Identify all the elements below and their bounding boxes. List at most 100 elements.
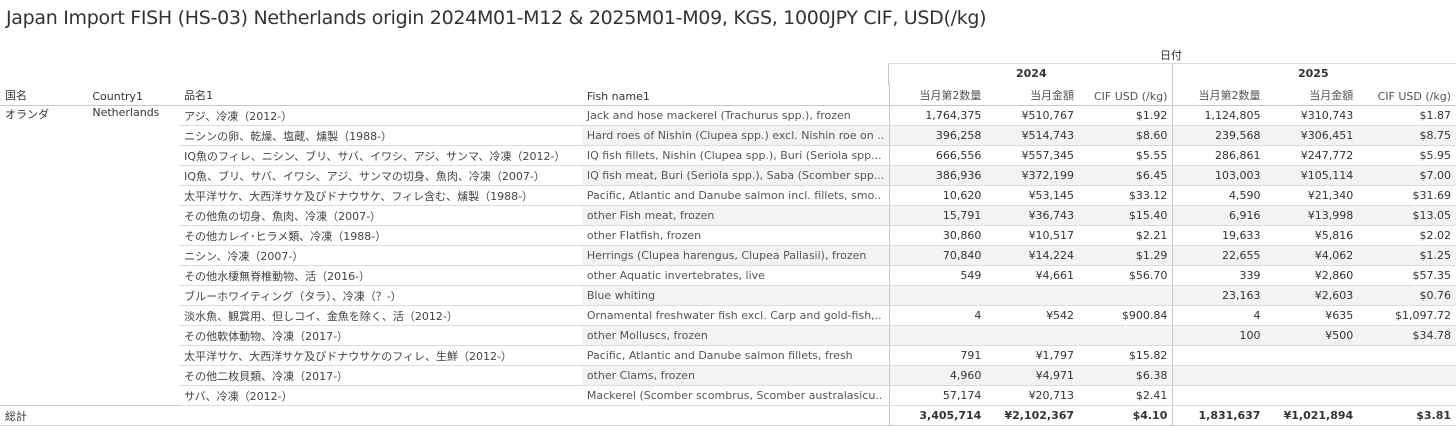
2025-qty-cell: 19,633 xyxy=(1172,225,1266,246)
item-jp-cell: ニシンの卵、乾燥、塩蔵、燻製（1988-） xyxy=(179,125,582,146)
2025-amount-cell: ¥310,743 xyxy=(1265,105,1359,126)
2025-qty-cell: 23,163 xyxy=(1172,285,1266,306)
col-header-fish-name[interactable]: Fish name1 xyxy=(581,84,890,106)
2024-qty-cell: 4,960 xyxy=(889,365,987,386)
2024-cif-cell: $1.92 xyxy=(1079,105,1173,126)
year-2025-header: 2025 xyxy=(1298,67,1329,80)
fish-name-cell: other Flatfish, frozen xyxy=(581,225,890,246)
2025-cif-cell: $34.78 xyxy=(1358,325,1456,346)
2024-qty-cell: 15,791 xyxy=(889,205,987,226)
table-row: IQ魚のフィレ、ニシン、ブリ、サバ、イワシ、アジ、サンマ、冷凍（2012-） IQ… xyxy=(0,145,1456,166)
2024-cif-cell: $33.12 xyxy=(1079,185,1173,206)
table-row: その他二枚貝類、冷凍（2017-） other Clams, frozen 4,96… xyxy=(0,365,1456,386)
col-header-2024-amount[interactable]: 当月金額 xyxy=(986,84,1080,106)
2024-qty-cell: 57,174 xyxy=(889,385,987,406)
item-jp-cell: その他軟体動物、冷凍（2017-） xyxy=(179,325,582,346)
page-title: Japan Import FISH (HS-03) Netherlands or… xyxy=(6,7,987,29)
col-header-2024-cif[interactable]: CIF USD (/kg) xyxy=(1079,84,1173,106)
2025-cif-cell: $7.00 xyxy=(1358,165,1456,186)
2025-cif-cell: $31.69 xyxy=(1358,185,1456,206)
2024-amount-cell xyxy=(986,325,1080,346)
table-row: ブルーホワイティング（タラ）、冷凍（？-） Blue whiting 23,163 ¥… xyxy=(0,285,1456,306)
table-row: IQ魚、ブリ、サバ、イワシ、アジ、サンマの切身、魚肉、冷凍（2007-） IQ f… xyxy=(0,165,1456,186)
2025-cif-cell xyxy=(1358,365,1456,386)
2024-qty-cell: 386,936 xyxy=(889,165,987,186)
2024-qty-cell: 791 xyxy=(889,345,987,366)
col-header-country[interactable]: Country1 xyxy=(87,84,180,106)
2024-qty-cell: 70,840 xyxy=(889,245,987,266)
2024-amount-cell: ¥372,199 xyxy=(986,165,1080,186)
fish-name-cell: IQ fish meat, Buri (Seriola spp.), Saba … xyxy=(581,165,890,186)
table-row: その他カレイ･ヒラメ類、冷凍（1988-） other Flatfish, fro… xyxy=(0,225,1456,246)
table-row: 淡水魚、観賞用、但しコイ、金魚を除く、活（2012-） Ornamental fr… xyxy=(0,305,1456,326)
column-header-row: 国名 Country1 品名1 Fish name1 当月第2数量 当月金額 C… xyxy=(0,84,1456,106)
2024-qty-cell: 549 xyxy=(889,265,987,286)
2024-amount-cell: ¥557,345 xyxy=(986,145,1080,166)
item-jp-cell: ニシン、冷凍（2007-） xyxy=(179,245,582,266)
2024-qty-cell: 4 xyxy=(889,305,987,326)
col-header-2025-cif[interactable]: CIF USD (/kg) xyxy=(1358,84,1456,106)
2025-amount-cell xyxy=(1265,365,1359,386)
2025-cif-cell: $1.87 xyxy=(1358,105,1456,126)
2025-cif-cell xyxy=(1358,385,1456,406)
2025-qty-cell: 286,861 xyxy=(1172,145,1266,166)
2025-amount-cell: ¥500 xyxy=(1265,325,1359,346)
2025-cif-cell: $2.02 xyxy=(1358,225,1456,246)
col-header-2025-qty[interactable]: 当月第2数量 xyxy=(1172,84,1266,106)
2024-amount-cell: ¥1,797 xyxy=(986,345,1080,366)
2025-amount-cell: ¥635 xyxy=(1265,305,1359,326)
fish-name-cell: Herrings (Clupea harengus, Clupea Pallas… xyxy=(581,245,890,266)
fish-name-cell: other Aquatic invertebrates, live xyxy=(581,265,890,286)
2024-cif-cell: $5.55 xyxy=(1079,145,1173,166)
2025-qty-cell: 4 xyxy=(1172,305,1266,326)
2025-cif-cell: $8.75 xyxy=(1358,125,1456,146)
2025-qty-cell: 4,590 xyxy=(1172,185,1266,206)
col-header-country-jp[interactable]: 国名 xyxy=(0,84,88,106)
2024-amount-cell: ¥542 xyxy=(986,305,1080,326)
2024-cif-cell: $1.29 xyxy=(1079,245,1173,266)
total-2025-amount: ¥1,021,894 xyxy=(1265,405,1359,426)
total-2024-cif: $4.10 xyxy=(1079,405,1173,426)
2025-cif-cell: $57.35 xyxy=(1358,265,1456,286)
item-jp-cell: その他水棲無脊椎動物、活（2016-） xyxy=(179,265,582,286)
table-row: 太平洋サケ、大西洋サケ及びドナウサケ、フィレ含む、燻製（1988-） Pacifi… xyxy=(0,185,1456,206)
fish-name-cell: Ornamental freshwater fish excl. Carp an… xyxy=(581,305,890,326)
total-2025-cif: $3.81 xyxy=(1358,405,1456,426)
2024-cif-cell xyxy=(1079,285,1173,306)
2024-cif-cell: $8.60 xyxy=(1079,125,1173,146)
country-cell: Netherlands xyxy=(92,106,160,119)
date-header: 日付 xyxy=(1160,49,1182,62)
col-header-item-jp[interactable]: 品名1 xyxy=(179,84,582,106)
2025-qty-cell xyxy=(1172,365,1266,386)
2025-cif-cell xyxy=(1358,345,1456,366)
item-jp-cell: 太平洋サケ、大西洋サケ及びドナウサケのフィレ、生鮮（2012-） xyxy=(179,345,582,366)
2024-amount-cell: ¥514,743 xyxy=(986,125,1080,146)
table-row: その他魚の切身、魚肉、冷凍（2007-） other Fish meat, fro… xyxy=(0,205,1456,226)
fish-name-cell: Pacific, Atlantic and Danube salmon incl… xyxy=(581,185,890,206)
2024-amount-cell: ¥4,661 xyxy=(986,265,1080,286)
col-header-2024-qty[interactable]: 当月第2数量 xyxy=(889,84,987,106)
total-2025-qty: 1,831,637 xyxy=(1172,405,1266,426)
item-jp-cell: その他カレイ･ヒラメ類、冷凍（1988-） xyxy=(179,225,582,246)
2025-amount-cell: ¥105,114 xyxy=(1265,165,1359,186)
2025-amount-cell: ¥306,451 xyxy=(1265,125,1359,146)
table-row: その他軟体動物、冷凍（2017-） other Molluscs, frozen 1… xyxy=(0,325,1456,346)
2025-amount-cell: ¥5,816 xyxy=(1265,225,1359,246)
2024-amount-cell: ¥10,517 xyxy=(986,225,1080,246)
2024-cif-cell: $2.21 xyxy=(1079,225,1173,246)
total-2024-amount: ¥2,102,367 xyxy=(986,405,1080,426)
item-jp-cell: IQ魚、ブリ、サバ、イワシ、アジ、サンマの切身、魚肉、冷凍（2007-） xyxy=(179,165,582,186)
fish-name-cell: Jack and hose mackerel (Trachurus spp.),… xyxy=(581,105,890,126)
2025-amount-cell: ¥13,998 xyxy=(1265,205,1359,226)
2025-cif-cell: $0.76 xyxy=(1358,285,1456,306)
table-row: オランダ Netherlands アジ、冷凍（2012-） Jack and hose… xyxy=(0,105,1456,126)
2024-amount-cell: ¥14,224 xyxy=(986,245,1080,266)
fish-name-cell: other Fish meat, frozen xyxy=(581,205,890,226)
table-row: その他水棲無脊椎動物、活（2016-） other Aquatic inverte… xyxy=(0,265,1456,286)
col-header-2025-amount[interactable]: 当月金額 xyxy=(1265,84,1359,106)
fish-name-cell: Pacific, Atlantic and Danube salmon fill… xyxy=(581,345,890,366)
2024-amount-cell: ¥36,743 xyxy=(986,205,1080,226)
2024-qty-cell: 396,258 xyxy=(889,125,987,146)
2024-qty-cell: 666,556 xyxy=(889,145,987,166)
fish-name-cell: other Molluscs, frozen xyxy=(581,325,890,346)
